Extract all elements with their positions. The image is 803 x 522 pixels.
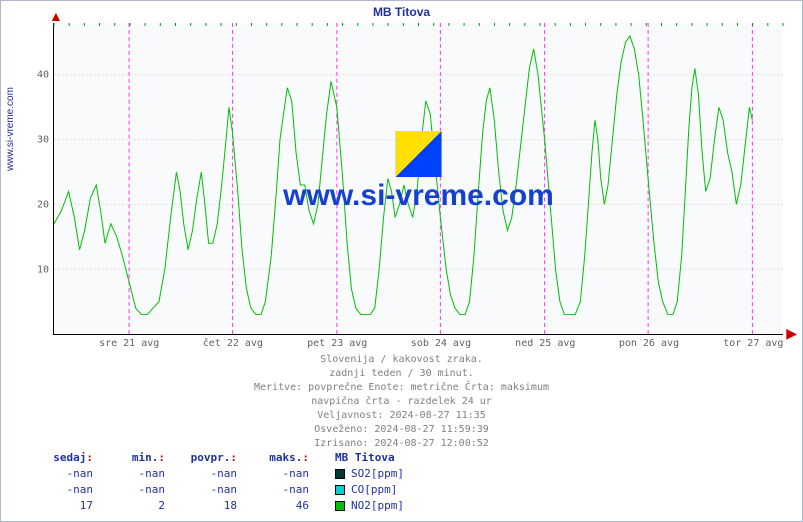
caption-line: Slovenija / kakovost zraka.	[1, 353, 802, 367]
stat-header: sedaj	[23, 451, 93, 465]
stat-value: -nan	[23, 467, 93, 481]
legend-item: CO[ppm]	[311, 483, 404, 497]
stat-value: 17	[23, 499, 93, 513]
y-tick-label: 40	[37, 70, 49, 81]
x-tick-label: čet 22 avg	[203, 338, 263, 349]
chart-svg	[54, 23, 783, 334]
legend-title: MB Titova	[311, 451, 404, 465]
y-axis-side-label: www.si-vreme.com	[5, 87, 16, 171]
stat-value: -nan	[239, 483, 309, 497]
stat-value: -nan	[167, 467, 237, 481]
x-tick-label: sre 21 avg	[99, 338, 159, 349]
y-tick-label: 20	[37, 200, 49, 211]
x-axis-arrow-icon: ▶	[786, 326, 797, 340]
stat-value: 2	[95, 499, 165, 513]
chart-frame: MB Titova www.si-vreme.com ▲ ▶ www.si-vr…	[0, 0, 803, 522]
x-tick-label: sob 24 avg	[411, 338, 471, 349]
stat-value: -nan	[23, 483, 93, 497]
caption-line: Meritve: povprečne Enote: metrične Črta:…	[1, 381, 802, 395]
legend-item: NO2[ppm]	[311, 499, 404, 513]
legend-swatch-icon	[335, 485, 345, 495]
legend-swatch-icon	[335, 501, 345, 511]
x-tick-label: tor 27 avg	[723, 338, 783, 349]
stat-value: -nan	[95, 483, 165, 497]
caption-line: Veljavnost: 2024-08-27 11:35	[1, 409, 802, 423]
stat-header: maks.	[239, 451, 309, 465]
plot-area: ▲ ▶ www.si-vreme.com 10203040sre 21 avgč…	[53, 23, 783, 335]
stats-table: sedajmin.povpr.maks.MB Titova-nan-nan-na…	[21, 449, 406, 515]
x-tick-label: ned 25 avg	[515, 338, 575, 349]
legend-item: SO2[ppm]	[311, 467, 404, 481]
stat-value: -nan	[239, 467, 309, 481]
y-axis-arrow-icon: ▲	[49, 9, 63, 23]
caption-line: zadnji teden / 30 minut.	[1, 367, 802, 381]
y-tick-label: 10	[37, 265, 49, 276]
stat-header: min.	[95, 451, 165, 465]
x-tick-label: pon 26 avg	[619, 338, 679, 349]
caption-block: Slovenija / kakovost zraka.zadnji teden …	[1, 353, 802, 451]
y-tick-label: 30	[37, 135, 49, 146]
legend-swatch-icon	[335, 469, 345, 479]
stat-value: -nan	[167, 483, 237, 497]
chart-title: MB Titova	[1, 1, 802, 19]
caption-line: navpična črta - razdelek 24 ur	[1, 395, 802, 409]
stat-value: -nan	[95, 467, 165, 481]
caption-line: Osveženo: 2024-08-27 11:59:39	[1, 423, 802, 437]
x-tick-label: pet 23 avg	[307, 338, 367, 349]
stat-header: povpr.	[167, 451, 237, 465]
stat-value: 18	[167, 499, 237, 513]
stat-value: 46	[239, 499, 309, 513]
